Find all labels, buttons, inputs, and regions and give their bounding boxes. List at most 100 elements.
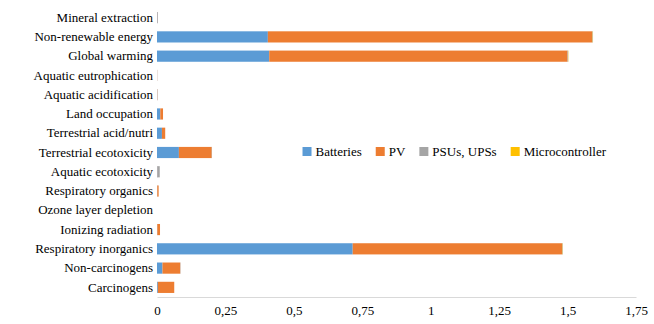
bar [592, 31, 593, 42]
plot: 0 0,25 0,5 0,75 1 1,25 1,5 1,75 Mineral extracti… [34, 9, 648, 319]
bar [157, 224, 160, 235]
bar [157, 128, 162, 139]
tick-label: 0,75 [351, 303, 374, 318]
legend-label: PSUs, UPSs [432, 144, 496, 159]
bar [165, 128, 166, 139]
tick-label: Respiratory organics [45, 183, 153, 198]
legend-swatch [303, 147, 312, 156]
legend-item: PSUs, UPSs [419, 144, 496, 159]
legend-label: Microcontroller [524, 144, 607, 159]
bar [174, 282, 175, 293]
bar [157, 243, 353, 254]
tick: 1,75 [625, 297, 648, 318]
bar [158, 166, 160, 177]
tick-label: Land occupation [66, 106, 153, 121]
bar [159, 166, 160, 177]
tick-label: 0 [154, 303, 161, 318]
tick: 0,5 [286, 297, 302, 318]
bar [568, 51, 569, 62]
bar [353, 243, 562, 254]
bar [165, 128, 166, 139]
tick: 0,25 [215, 297, 238, 318]
series-bars [563, 31, 593, 254]
tick-label: Aquatic ecotoxicity [51, 164, 154, 179]
tick-label: 0,5 [286, 303, 302, 318]
y-axis: Mineral extraction Non-renewable energy Gl… [34, 9, 158, 298]
bar [567, 51, 569, 62]
tick: Non-renewable energy [34, 29, 157, 44]
tick-label: Aquatic acidification [44, 87, 154, 102]
bar [157, 205, 158, 216]
bar [180, 263, 181, 274]
tick-label: Carcinogens [88, 280, 153, 295]
legend-item: Microcontroller [511, 144, 607, 159]
legend-label: Batteries [316, 144, 362, 159]
bar [157, 89, 158, 100]
legend-item: Batteries [303, 144, 362, 159]
tick-label: Terrestrial acid/nutri [47, 125, 154, 140]
tick-label: 1 [428, 303, 435, 318]
chart: 0 0,25 0,5 0,75 1 1,25 1,5 1,75 Mineral extracti… [0, 0, 654, 324]
bar [163, 108, 164, 119]
legend: Batteries PV PSUs, UPSs Microcontroller [303, 144, 607, 159]
tick: Terrestrial acid/nutri [47, 125, 157, 140]
tick: Carcinogens [88, 280, 157, 295]
bar [162, 263, 180, 274]
bar [157, 89, 158, 100]
bar [157, 12, 158, 23]
tick-label: Aquatic eutrophication [34, 68, 154, 83]
tick: Ozone layer depletion [38, 202, 157, 217]
tick-label: 1,75 [625, 303, 648, 318]
x-axis: 0 0,25 0,5 0,75 1 1,25 1,5 1,75 [154, 297, 648, 318]
tick: Non-carcinogens [64, 260, 157, 275]
bar [157, 205, 158, 216]
tick-label: Respiratory inorganics [35, 241, 153, 256]
tick: 1 [428, 297, 435, 318]
bar [269, 51, 567, 62]
tick-label: 0,25 [215, 303, 238, 318]
bar [157, 70, 158, 81]
axis-line [157, 9, 158, 298]
bar [162, 128, 165, 139]
bar [157, 108, 160, 119]
bar [158, 185, 159, 196]
legend-item: PV [376, 144, 406, 159]
bar [592, 31, 594, 42]
tick-label: Non-renewable energy [34, 29, 153, 44]
legend-label: PV [389, 144, 406, 159]
tick: Aquatic acidification [44, 87, 157, 102]
tick: Terrestrial ecotoxicity [39, 145, 157, 160]
bar [562, 243, 563, 254]
tick-label: Terrestrial ecotoxicity [39, 145, 154, 160]
bar [268, 31, 592, 42]
bar [157, 12, 158, 23]
bar [157, 31, 268, 42]
bar [160, 108, 163, 119]
tick-label: Ionizing radiation [60, 222, 153, 237]
tick: 1,25 [488, 297, 511, 318]
bar [157, 89, 158, 100]
bar [160, 224, 161, 235]
bar [160, 224, 161, 235]
bar [157, 185, 158, 196]
tick: Aquatic eutrophication [34, 68, 158, 83]
bar [158, 185, 159, 196]
bar [562, 243, 564, 254]
tick: Respiratory inorganics [35, 241, 157, 256]
tick-label: Mineral extraction [57, 10, 154, 25]
tick: Global warming [68, 48, 157, 63]
bar [158, 282, 174, 293]
tick: 1,5 [560, 297, 576, 318]
bar [157, 205, 158, 216]
bar [157, 205, 158, 216]
tick: 0 [154, 297, 161, 318]
bar [157, 263, 162, 274]
bar [180, 263, 181, 274]
tick-label: Non-carcinogens [64, 260, 153, 275]
tick: Mineral extraction [57, 10, 157, 25]
tick: 0,75 [351, 297, 374, 318]
tick: Aquatic ecotoxicity [51, 164, 157, 179]
bar [163, 108, 164, 119]
bar [211, 147, 212, 158]
legend-swatch [376, 147, 385, 156]
